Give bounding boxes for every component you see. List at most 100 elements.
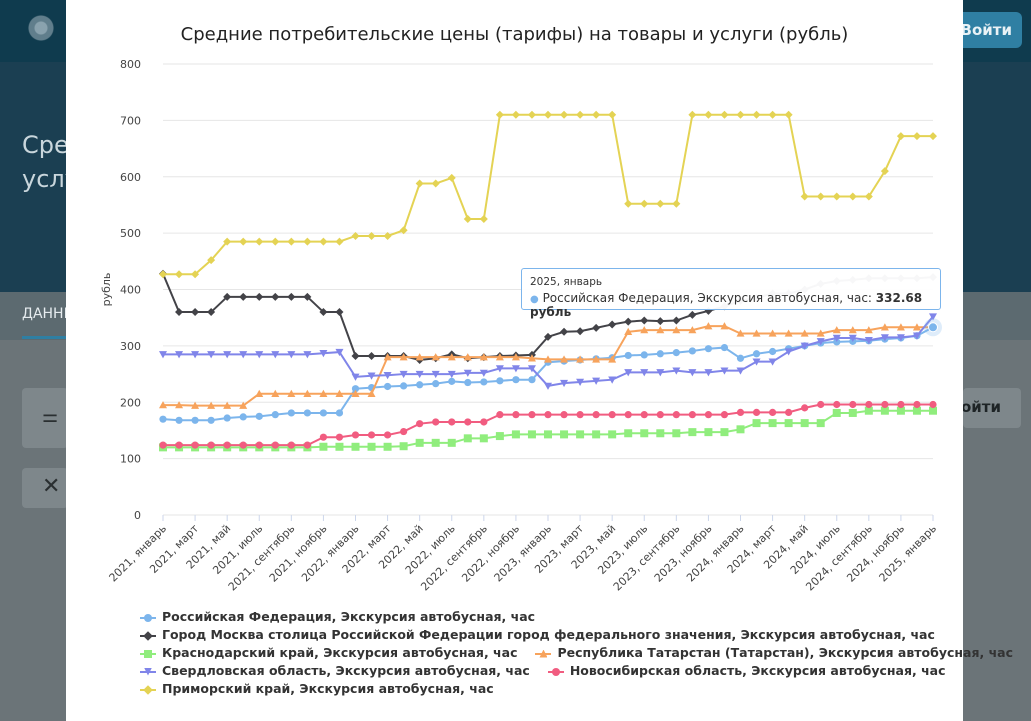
data-point <box>592 355 601 363</box>
y-tick-label: 0 <box>134 509 141 522</box>
data-point <box>287 409 295 417</box>
data-point <box>592 323 601 332</box>
data-point <box>191 441 199 449</box>
data-point <box>640 369 649 377</box>
data-point <box>223 351 232 359</box>
data-point <box>865 400 873 409</box>
data-point <box>383 371 392 380</box>
legend-item[interactable]: Республика Татарстан (Татарстан), Экскур… <box>535 645 1013 660</box>
legend-item[interactable]: Приморский край, Экскурсия автобусная, ч… <box>140 681 494 696</box>
data-point <box>527 430 536 439</box>
data-point <box>255 441 263 449</box>
data-point <box>912 323 921 331</box>
legend-item[interactable]: Свердловская область, Экскурсия автобусн… <box>140 663 530 678</box>
data-point <box>880 323 889 331</box>
data-point <box>351 385 360 393</box>
data-point <box>239 413 247 421</box>
data-point <box>335 442 344 451</box>
data-point <box>287 292 296 301</box>
data-point <box>239 292 248 301</box>
data-point <box>255 237 264 246</box>
data-point <box>560 379 569 388</box>
filter-card[interactable] <box>22 388 68 448</box>
data-point <box>800 329 809 337</box>
right-action-card[interactable] <box>963 388 1021 428</box>
data-point <box>880 167 889 176</box>
data-point <box>399 353 408 361</box>
legend-item[interactable]: Новосибирская область, Экскурсия автобус… <box>547 663 946 678</box>
data-point <box>511 430 520 439</box>
data-point <box>271 292 280 301</box>
data-point <box>319 237 328 246</box>
data-point <box>720 367 729 375</box>
tooltip-dot-icon: ● <box>530 294 539 305</box>
data-point <box>544 332 552 341</box>
data-point <box>640 429 649 438</box>
data-point <box>768 110 777 119</box>
data-point <box>656 429 665 438</box>
data-point <box>479 434 488 443</box>
data-point <box>175 308 184 317</box>
data-point <box>431 353 440 361</box>
data-point <box>335 348 344 357</box>
legend-label: Республика Татарстан (Татарстан), Экскур… <box>557 645 1014 660</box>
data-point <box>832 334 841 342</box>
legend-item[interactable]: Российская Федерация, Экскурсия автобусн… <box>140 609 535 624</box>
legend-row: Приморский край, Экскурсия автобусная, ч… <box>140 678 940 696</box>
data-point <box>881 400 889 409</box>
data-point <box>672 316 681 325</box>
series-line <box>162 326 934 422</box>
data-point <box>399 442 408 451</box>
data-point <box>255 389 264 397</box>
data-point <box>496 411 504 419</box>
data-point <box>303 351 312 359</box>
reset-chip[interactable] <box>22 468 68 508</box>
data-point <box>592 430 601 439</box>
data-point <box>319 409 328 417</box>
legend-row: Российская Федерация, Экскурсия автобусн… <box>140 606 940 624</box>
data-point <box>880 334 889 342</box>
data-point <box>383 231 392 240</box>
data-point <box>416 420 424 428</box>
data-point <box>431 179 440 188</box>
data-point <box>207 308 216 317</box>
data-point <box>159 441 167 449</box>
right-action-label[interactable]: Войти <box>963 398 1001 416</box>
emblem-icon <box>22 10 60 50</box>
tooltip-value: 332.68 рубль <box>530 291 923 319</box>
data-point <box>704 411 713 419</box>
data-point <box>816 419 825 428</box>
legend-swatch-icon <box>140 613 156 623</box>
data-point <box>752 350 761 358</box>
data-point <box>191 416 199 424</box>
legend-item[interactable]: Краснодарский край, Экскурсия автобусная… <box>140 645 517 660</box>
data-point <box>896 323 905 331</box>
tab-data[interactable]: ДАННЫЕ <box>22 306 66 322</box>
series-line <box>163 113 933 276</box>
data-point <box>239 441 247 449</box>
data-point <box>496 377 504 385</box>
data-point <box>624 199 633 208</box>
data-point <box>752 419 761 428</box>
data-point <box>848 326 857 334</box>
data-point <box>432 418 440 426</box>
data-point <box>415 179 424 188</box>
data-point <box>271 441 279 449</box>
data-point <box>512 376 520 384</box>
data-point <box>479 353 488 361</box>
data-point <box>912 132 921 141</box>
data-point <box>640 316 649 325</box>
close-icon[interactable]: ✕ <box>42 474 61 499</box>
legend-row: Город Москва столица Российской Федераци… <box>140 624 940 642</box>
data-point <box>303 237 312 246</box>
filter-icon[interactable]: ⚌ <box>42 406 59 427</box>
data-point <box>816 192 825 201</box>
data-point <box>399 226 408 235</box>
data-point <box>624 429 633 438</box>
data-point <box>656 411 664 419</box>
data-point <box>800 192 809 201</box>
data-point <box>271 411 279 419</box>
data-point <box>207 401 216 409</box>
legend-item[interactable]: Город Москва столица Российской Федераци… <box>140 627 935 642</box>
